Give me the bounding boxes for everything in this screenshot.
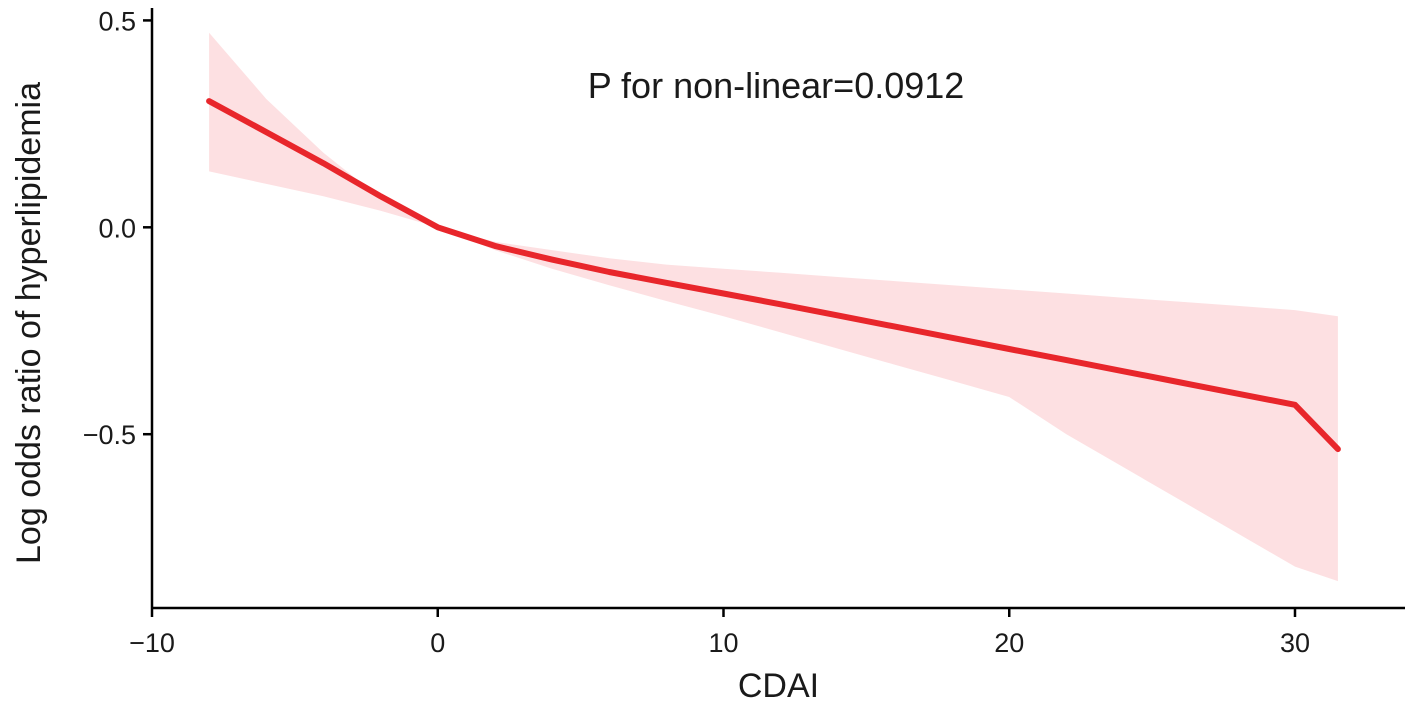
y-tick-label: 0.5	[98, 6, 136, 36]
x-tick-label: 20	[994, 628, 1024, 658]
x-axis-title: CDAI	[738, 667, 819, 705]
x-tick-label: 10	[708, 628, 738, 658]
y-axis-title: Log odds ratio of hyperlipidemia	[10, 82, 48, 564]
confidence-band	[209, 32, 1338, 582]
y-tick-label: 0.0	[98, 213, 136, 243]
x-tick-label: 30	[1280, 628, 1310, 658]
x-tick-label: −10	[129, 628, 175, 658]
x-tick-label: 0	[430, 628, 445, 658]
y-tick-label: −0.5	[83, 420, 136, 450]
p-value-annotation: P for non-linear=0.0912	[588, 65, 965, 106]
series-line	[206, 98, 1341, 453]
